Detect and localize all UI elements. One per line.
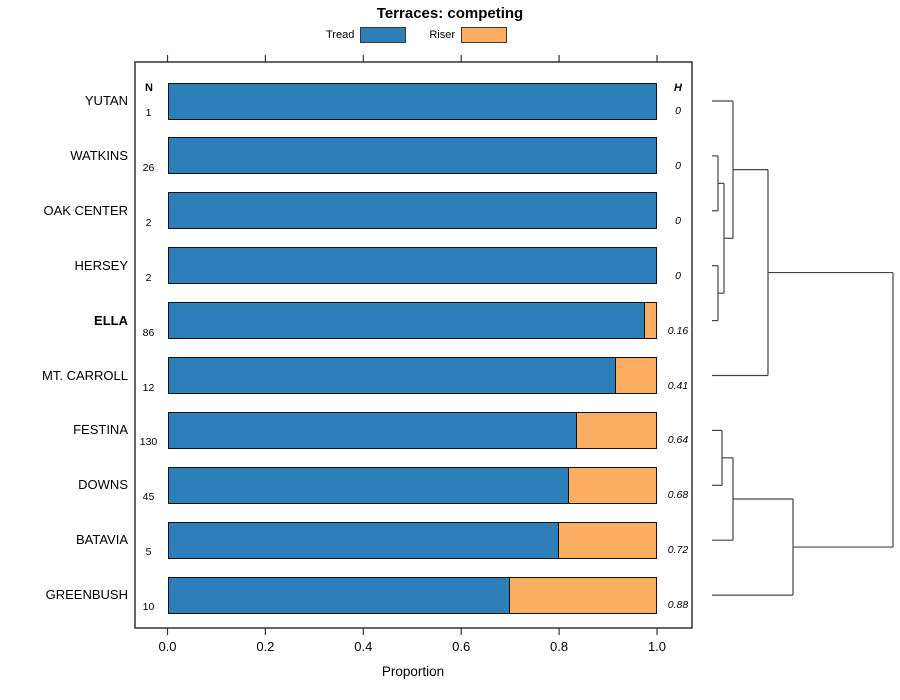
x-tick-label: 0.2 — [256, 639, 275, 654]
n-column-header: N — [145, 82, 153, 94]
legend-label-riser: Riser — [429, 29, 455, 41]
n-value: 45 — [142, 491, 155, 504]
n-value: 2 — [145, 216, 152, 229]
x-tick-label: 0.8 — [550, 639, 569, 654]
bar-segment-tread — [167, 521, 560, 559]
n-value: 2 — [145, 271, 152, 284]
bar-segment-tread — [167, 411, 578, 449]
bar-row — [167, 521, 658, 559]
category-label: OAK CENTER — [43, 202, 128, 218]
category-label: DOWNS — [78, 477, 128, 493]
bar-row — [167, 82, 657, 120]
category-label: MT. CARROLL — [42, 367, 128, 383]
n-value: 10 — [142, 601, 155, 614]
h-value: 0 — [675, 105, 681, 117]
n-value: 86 — [142, 326, 155, 339]
x-tick-label: 0.6 — [452, 639, 471, 654]
h-value: 0.72 — [667, 544, 689, 557]
bar-segment-tread — [167, 576, 511, 614]
x-tick-label: 1.0 — [647, 639, 667, 654]
h-value: 0.68 — [667, 489, 689, 502]
n-value: 1 — [145, 107, 152, 119]
bar-segment-riser — [568, 466, 657, 504]
bar-row — [167, 302, 658, 340]
h-column-header: H — [674, 82, 682, 94]
bar-row — [167, 137, 657, 175]
bar-segment-tread — [167, 357, 617, 394]
category-label: HERSEY — [74, 257, 128, 273]
bar-segment-tread — [167, 247, 657, 285]
bar-segment-riser — [576, 411, 657, 449]
category-label: BATAVIA — [75, 532, 128, 548]
h-value: 0.64 — [667, 434, 689, 447]
category-label: ELLA — [94, 312, 128, 328]
bar-row — [167, 247, 657, 285]
legend-swatch-riser — [461, 27, 507, 43]
h-value: 0 — [675, 269, 681, 282]
category-label: FESTINA — [73, 422, 128, 438]
bar-segment-tread — [167, 302, 646, 340]
x-axis-label: Proportion — [381, 664, 445, 679]
bar-segment-tread — [167, 466, 570, 504]
bar-segment-riser — [557, 521, 657, 559]
category-label: WATKINS — [70, 147, 128, 163]
bar-segment-riser — [644, 302, 657, 340]
legend-item-tread: Tread — [326, 27, 407, 43]
bar-row — [167, 411, 658, 449]
chart-title: Terraces: competing — [376, 5, 524, 22]
legend-swatch-tread — [360, 27, 407, 43]
x-tick-label: 0.0 — [158, 639, 177, 654]
bar-row — [167, 192, 657, 230]
n-value: 26 — [142, 161, 155, 174]
x-tick-label: 0.4 — [354, 639, 373, 654]
legend: Tread Riser — [0, 26, 833, 44]
legend-label-tread: Tread — [326, 29, 355, 41]
category-label: GREENBUSH — [45, 587, 128, 603]
bar-segment-riser — [614, 357, 657, 394]
bar-segment-tread — [167, 82, 657, 120]
bar-row — [167, 357, 658, 394]
h-value: 0 — [675, 214, 681, 227]
n-value: 5 — [145, 546, 152, 559]
bar-segment-tread — [167, 137, 657, 175]
h-value: 0 — [675, 159, 681, 172]
n-value: 130 — [139, 436, 158, 449]
plot-box — [134, 61, 693, 629]
h-value: 0.16 — [667, 324, 689, 337]
bar-row — [167, 576, 658, 614]
category-label: YUTAN — [84, 93, 128, 108]
bar-segment-tread — [167, 192, 657, 230]
bar-segment-riser — [508, 576, 657, 614]
h-value: 0.88 — [667, 599, 689, 612]
bar-row — [167, 466, 658, 504]
h-value: 0.41 — [667, 379, 689, 392]
legend-item-riser: Riser — [429, 27, 507, 43]
n-value: 12 — [142, 381, 155, 394]
